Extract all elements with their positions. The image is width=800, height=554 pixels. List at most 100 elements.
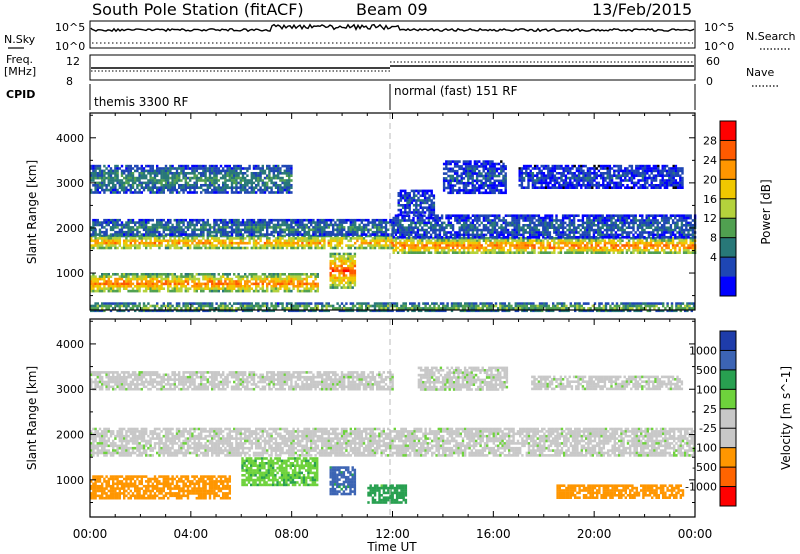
power-cell <box>513 231 516 234</box>
power-cell <box>94 230 97 234</box>
power-cell <box>392 224 395 227</box>
power-cell <box>208 275 212 278</box>
power-cell <box>603 216 607 220</box>
power-cell <box>156 174 159 177</box>
power-cell <box>517 216 521 220</box>
power-cell <box>520 237 523 240</box>
power-cell <box>537 224 541 227</box>
power-cell <box>347 226 350 229</box>
power-cell <box>336 276 339 280</box>
power-cell <box>447 244 450 247</box>
power-cell <box>401 194 405 197</box>
power-cell <box>522 219 525 222</box>
power-cell <box>224 239 227 243</box>
power-cell <box>162 188 165 192</box>
power-cell <box>353 252 357 256</box>
power-cell <box>333 269 337 273</box>
power-cell <box>504 239 508 242</box>
power-cell <box>469 251 472 254</box>
power-cell <box>101 277 104 281</box>
power-cell <box>151 181 154 185</box>
power-cell <box>636 219 640 222</box>
power-cell <box>425 239 428 242</box>
power-cell <box>129 221 132 224</box>
power-cell <box>237 280 240 283</box>
power-cell <box>321 234 324 238</box>
nsky-panel <box>89 20 696 49</box>
power-cell <box>142 244 146 247</box>
power-cell <box>542 216 545 220</box>
power-cell <box>682 233 686 237</box>
power-cell <box>153 289 157 293</box>
power-cell <box>208 169 212 173</box>
power-cell <box>241 184 245 187</box>
power-cell <box>222 188 225 192</box>
power-cell <box>112 181 115 185</box>
power-cell <box>509 251 512 254</box>
power-cell <box>649 241 653 245</box>
power-cell <box>601 249 604 252</box>
power-cell <box>665 251 668 254</box>
power-cell <box>250 226 253 229</box>
power-cell <box>171 223 174 227</box>
power-cell <box>412 211 416 214</box>
power-cell <box>436 239 439 242</box>
power-cell <box>658 226 662 229</box>
power-cell <box>270 226 273 229</box>
power-cell <box>498 214 501 217</box>
power-cell <box>524 216 527 220</box>
power-cell <box>294 223 297 227</box>
power-cell <box>342 262 346 265</box>
power-cell <box>416 219 420 222</box>
power-cell <box>436 236 439 239</box>
power-cell <box>285 275 289 278</box>
power-cell <box>296 228 300 232</box>
power-cell <box>226 167 229 170</box>
power-cell <box>353 262 357 265</box>
power-cell <box>561 214 565 217</box>
power-cell <box>336 283 339 287</box>
power-cell <box>222 244 225 247</box>
power-cell <box>305 277 308 281</box>
power-cell <box>542 239 545 242</box>
power-cell <box>443 251 446 254</box>
power-cell <box>127 226 130 229</box>
power-cell <box>217 280 220 283</box>
power-cell <box>131 191 135 194</box>
power-cell <box>656 226 659 229</box>
power-cell <box>342 271 346 275</box>
power-cell <box>193 234 196 238</box>
power-cell <box>522 228 525 232</box>
power-cell <box>167 179 170 182</box>
power-cell <box>98 237 102 240</box>
power-cell <box>406 194 409 197</box>
power-cell <box>136 221 139 224</box>
power-cell <box>449 233 453 237</box>
power-cell <box>367 221 370 224</box>
power-cell <box>131 218 135 222</box>
power-cell <box>408 199 411 202</box>
power-cell <box>632 246 635 250</box>
power-cell <box>303 234 306 238</box>
power-cell <box>230 289 234 293</box>
power-cell <box>432 219 435 222</box>
power-cell <box>594 251 598 254</box>
power-cell <box>208 186 212 189</box>
power-cell <box>307 275 311 278</box>
power-cell <box>423 214 426 217</box>
power-cell <box>200 186 203 189</box>
power-cell <box>246 287 249 290</box>
power-cell <box>195 233 198 236</box>
power-cell <box>671 251 675 254</box>
power-cell <box>329 276 332 280</box>
power-cell <box>410 237 413 240</box>
power-cell <box>211 181 214 185</box>
power-cell <box>680 221 684 225</box>
power-cell <box>621 233 624 237</box>
power-cell <box>270 241 273 245</box>
power-cell <box>647 244 651 247</box>
power-cell <box>228 167 231 170</box>
power-cell <box>333 264 337 268</box>
power-cell <box>222 191 225 194</box>
power-cell <box>517 239 521 242</box>
